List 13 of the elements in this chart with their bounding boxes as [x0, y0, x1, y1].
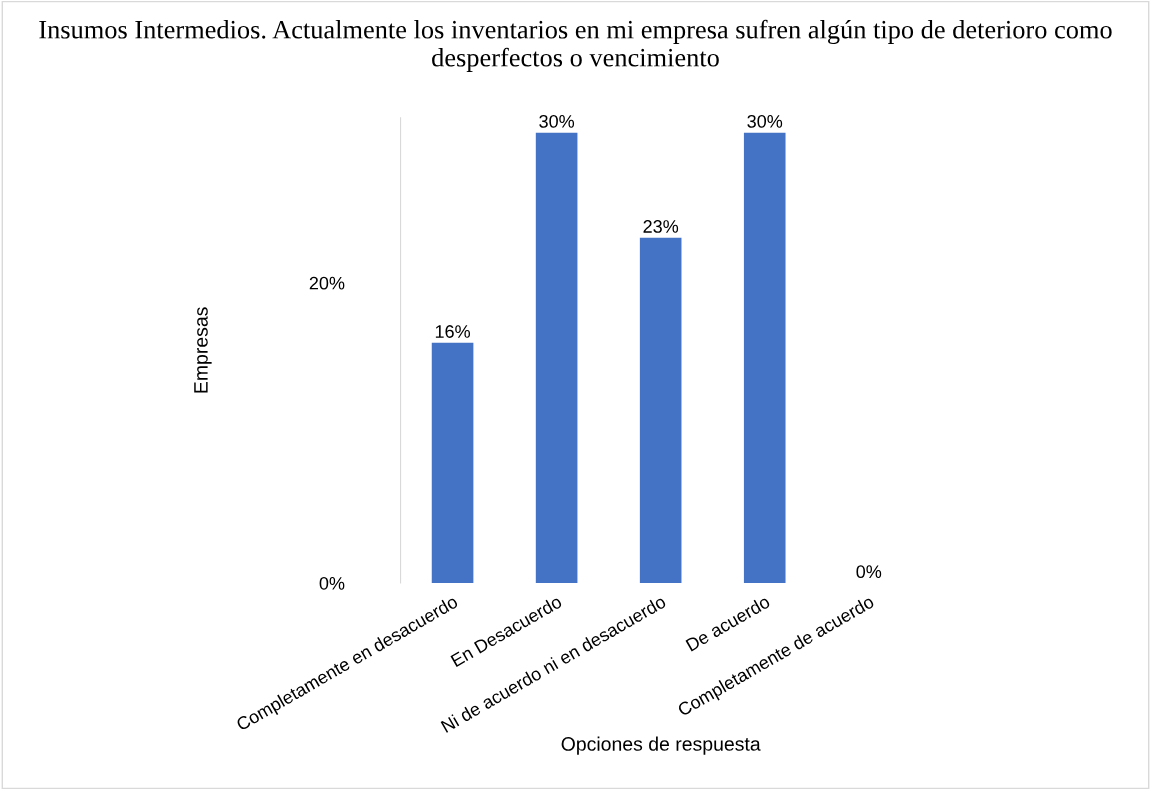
y-tick-label: 20% [309, 276, 345, 290]
data-label: 16% [435, 325, 470, 338]
bar [535, 132, 578, 584]
data-label: 30% [539, 114, 575, 128]
data-label: 30% [747, 114, 783, 128]
chart-title: Insumos Intermedios. Actualmente los inventarios en mi empresa sufren algún tipo de deterioro como desperfectos o vencimiento [39, 19, 1112, 72]
data-label: 0% [856, 565, 882, 579]
y-axis-title: Empresas [194, 307, 212, 393]
x-axis-title: Opciones de respuesta [561, 736, 761, 755]
bar [431, 342, 474, 584]
data-label: 23% [643, 220, 679, 233]
bar [743, 132, 786, 584]
bar [639, 237, 682, 584]
